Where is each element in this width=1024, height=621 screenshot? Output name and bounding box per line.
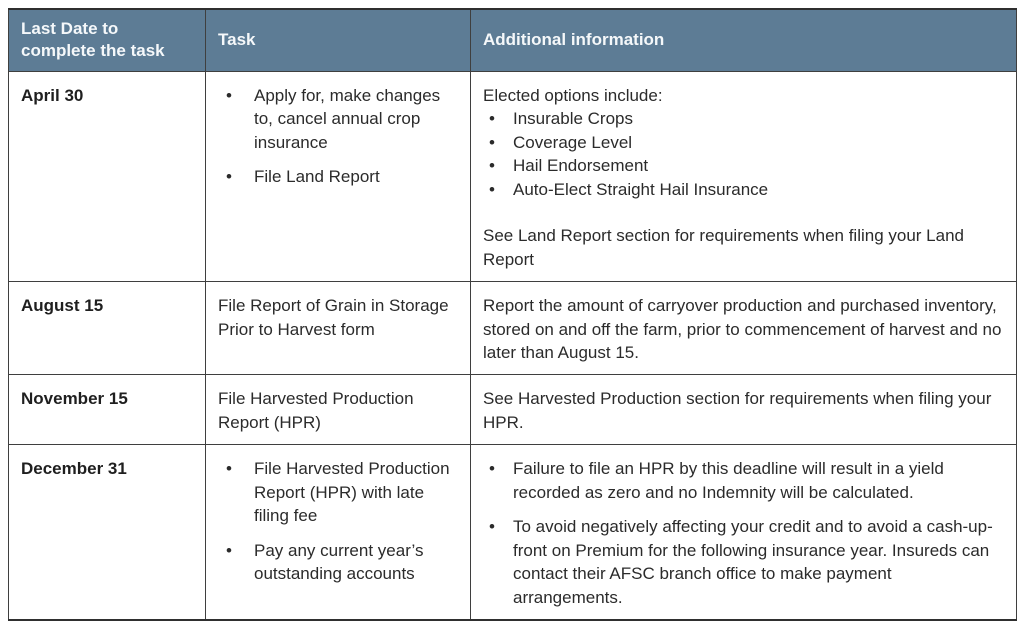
task-cell: • File Harvested Production Report (HPR)… (205, 444, 471, 621)
header-additional-information: Additional information (470, 8, 1017, 72)
info-outro-text: See Land Report section for requirements… (483, 226, 965, 269)
bullet-icon: • (489, 132, 495, 152)
info-text: Report the amount of carryover productio… (483, 296, 1002, 362)
list-item: • Failure to file an HPR by this deadlin… (483, 457, 1004, 504)
date-cell: December 31 (8, 444, 206, 621)
info-bullet-list: • Failure to file an HPR by this deadlin… (483, 457, 1004, 609)
list-item: • Hail Endorsement (483, 154, 1004, 177)
bullet-icon: • (489, 459, 495, 479)
table-header-row: Last Date to complete the task Task Addi… (8, 8, 1017, 72)
list-item: • File Land Report (218, 165, 458, 188)
list-item-text: Hail Endorsement (513, 156, 649, 176)
insurance-deadlines-table: Last Date to complete the task Task Addi… (8, 8, 1017, 621)
list-item: • File Harvested Production Report (HPR)… (218, 457, 458, 527)
task-cell: File Harvested Production Report (HPR) (205, 374, 471, 446)
info-intro-text: Elected options include: (483, 85, 663, 105)
list-item-text: Failure to file an HPR by this deadline … (513, 459, 944, 502)
task-cell: File Report of Grain in Storage Prior to… (205, 281, 471, 376)
list-item: • Insurable Crops (483, 107, 1004, 130)
table-row-december-31: December 31 • File Harvested Production … (8, 444, 1017, 621)
date-cell: April 30 (8, 70, 206, 283)
list-item-text: Auto-Elect Straight Hail Insurance (513, 179, 769, 199)
date-cell: August 15 (8, 281, 206, 376)
bullet-icon: • (489, 517, 495, 537)
bullet-icon: • (226, 85, 232, 105)
info-text: See Harvested Production section for req… (483, 389, 992, 432)
list-item: • To avoid negatively affecting your cre… (483, 515, 1004, 609)
date-cell: November 15 (8, 374, 206, 446)
table-row-november-15: November 15 File Harvested Production Re… (8, 374, 1017, 446)
info-cell: Report the amount of carryover productio… (470, 281, 1017, 376)
info-cell: Elected options include: • Insurable Cro… (470, 70, 1017, 283)
list-item-text: File Land Report (254, 167, 380, 187)
task-bullet-list: • File Harvested Production Report (HPR)… (218, 457, 458, 585)
bullet-icon: • (489, 179, 495, 199)
header-task: Task (205, 8, 471, 72)
header-last-date: Last Date to complete the task (8, 8, 206, 72)
table-row-april-30: April 30 • Apply for, make changes to, c… (8, 70, 1017, 283)
bullet-icon: • (489, 156, 495, 176)
info-bullet-list: • Insurable Crops • Coverage Level • Hai… (483, 107, 1004, 201)
list-item-text: Insurable Crops (513, 109, 634, 129)
bullet-icon: • (226, 459, 232, 479)
task-cell: • Apply for, make changes to, cancel ann… (205, 70, 471, 283)
task-text: File Harvested Production Report (HPR) (218, 389, 414, 432)
table-row-august-15: August 15 File Report of Grain in Storag… (8, 281, 1017, 376)
info-cell: See Harvested Production section for req… (470, 374, 1017, 446)
list-item-text: Coverage Level (513, 132, 633, 152)
list-item-text: Apply for, make changes to, cancel annua… (254, 85, 441, 152)
bullet-icon: • (226, 540, 232, 560)
list-item-text: To avoid negatively affecting your credi… (513, 517, 993, 607)
list-item: • Pay any current year’s outstanding acc… (218, 539, 458, 586)
task-text: File Report of Grain in Storage Prior to… (218, 296, 449, 339)
list-item-text: Pay any current year’s outstanding accou… (254, 540, 424, 584)
bullet-icon: • (489, 109, 495, 129)
list-item: • Apply for, make changes to, cancel ann… (218, 84, 458, 154)
list-item: • Coverage Level (483, 131, 1004, 154)
list-item-text: File Harvested Production Report (HPR) w… (254, 459, 450, 526)
task-bullet-list: • Apply for, make changes to, cancel ann… (218, 84, 458, 189)
bullet-icon: • (226, 167, 232, 187)
info-cell: • Failure to file an HPR by this deadlin… (470, 444, 1017, 621)
list-item: • Auto-Elect Straight Hail Insurance (483, 178, 1004, 201)
